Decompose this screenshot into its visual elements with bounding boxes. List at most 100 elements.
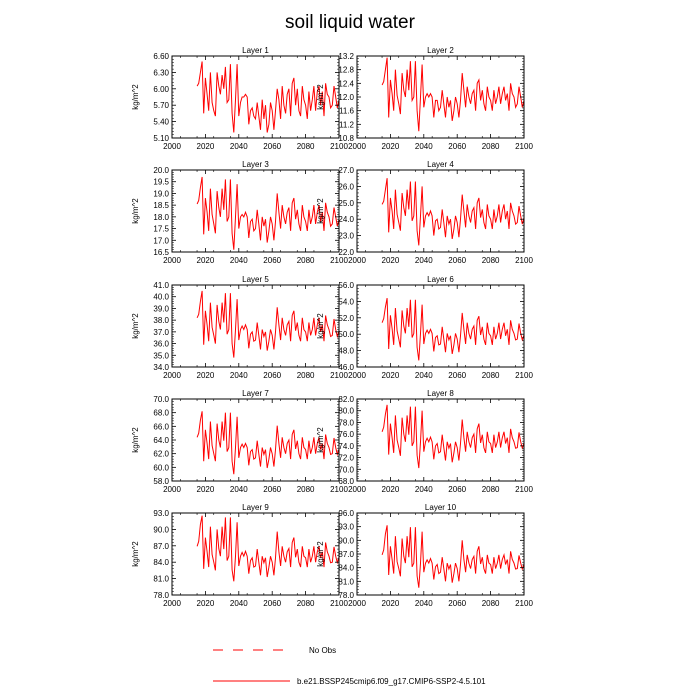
y-tick-label: 50.0 bbox=[338, 330, 354, 339]
y-tick-label: 66.0 bbox=[153, 422, 169, 431]
plot-frame bbox=[356, 169, 525, 253]
y-tick-label: 17.0 bbox=[153, 236, 169, 245]
y-axis-label: kg/m^2 bbox=[316, 84, 325, 110]
series-line-1 bbox=[381, 298, 525, 361]
y-tick-label: 81.0 bbox=[153, 575, 169, 584]
y-tick-label: 64.0 bbox=[153, 436, 169, 445]
x-tick-label: 2020 bbox=[382, 142, 400, 151]
x-tick-label: 2080 bbox=[482, 485, 500, 494]
x-tick-label: 2080 bbox=[297, 142, 315, 151]
panels-grid: Layer 1 2000 2020 2040 2060 2080 2100 5.10 5.40 5… bbox=[131, 46, 533, 608]
y-axis-label: kg/m^2 bbox=[316, 427, 325, 453]
x-tick-label: 2060 bbox=[263, 485, 281, 494]
x-tick-label: 2040 bbox=[230, 599, 248, 608]
y-tick-label: 19.0 bbox=[153, 189, 169, 198]
x-tick-label: 2060 bbox=[448, 142, 466, 151]
chart-panel-layer-1: Layer 1 2000 2020 2040 2060 2080 2100 5.10 5.40 5… bbox=[131, 46, 348, 151]
y-tick-label: 36.0 bbox=[153, 340, 169, 349]
panel-title: Layer 7 bbox=[242, 389, 269, 398]
y-tick-label: 68.0 bbox=[338, 477, 354, 486]
y-tick-label: 6.30 bbox=[153, 68, 169, 77]
y-tick-label: 78.0 bbox=[153, 591, 169, 600]
panel-title: Layer 2 bbox=[427, 46, 454, 55]
y-axis-label: kg/m^2 bbox=[131, 427, 140, 453]
y-tick-label: 46.0 bbox=[338, 363, 354, 372]
y-tick-label: 62.0 bbox=[153, 450, 169, 459]
plot-frame bbox=[171, 55, 340, 139]
series-line-1 bbox=[196, 411, 340, 475]
y-tick-label: 70.0 bbox=[338, 465, 354, 474]
y-tick-label: 5.70 bbox=[153, 101, 169, 110]
y-tick-label: 58.0 bbox=[153, 477, 169, 486]
series-line-1 bbox=[381, 525, 525, 588]
y-axis-label: kg/m^2 bbox=[316, 541, 325, 567]
legend-label: b.e21.BSSP245cmip6.f09_g17.CMIP6-SSP2-4.… bbox=[297, 677, 486, 686]
x-tick-label: 2020 bbox=[382, 599, 400, 608]
panel-title: Layer 3 bbox=[242, 160, 269, 169]
legend-label: No Obs bbox=[309, 646, 336, 655]
x-tick-label: 2080 bbox=[482, 371, 500, 380]
y-tick-label: 54.0 bbox=[338, 297, 354, 306]
x-tick-label: 2000 bbox=[348, 485, 366, 494]
x-tick-label: 2040 bbox=[230, 256, 248, 265]
y-tick-label: 34.0 bbox=[153, 363, 169, 372]
x-tick-label: 2100 bbox=[515, 142, 533, 151]
y-tick-label: 10.8 bbox=[338, 134, 354, 143]
x-tick-label: 2020 bbox=[382, 371, 400, 380]
y-tick-label: 93.0 bbox=[153, 509, 169, 518]
series-line-1 bbox=[196, 176, 340, 250]
x-tick-label: 2100 bbox=[515, 256, 533, 265]
panel-title: Layer 8 bbox=[427, 389, 454, 398]
plot-frame bbox=[171, 284, 340, 368]
y-tick-label: 81.0 bbox=[338, 577, 354, 586]
x-tick-label: 2040 bbox=[230, 142, 248, 151]
y-axis-label: kg/m^2 bbox=[131, 313, 140, 339]
x-tick-label: 2000 bbox=[163, 371, 181, 380]
x-tick-label: 2100 bbox=[330, 256, 348, 265]
y-tick-label: 5.10 bbox=[153, 134, 169, 143]
y-tick-label: 11.2 bbox=[339, 120, 355, 129]
plot-frame bbox=[356, 284, 525, 368]
y-tick-label: 87.0 bbox=[153, 542, 169, 551]
x-tick-label: 2080 bbox=[297, 371, 315, 380]
x-tick-label: 2100 bbox=[330, 371, 348, 380]
x-tick-label: 2060 bbox=[448, 599, 466, 608]
x-tick-label: 2080 bbox=[297, 256, 315, 265]
plot-frame bbox=[356, 55, 525, 139]
y-tick-label: 13.2 bbox=[338, 52, 354, 61]
panel-title: Layer 9 bbox=[242, 503, 269, 512]
x-tick-label: 2060 bbox=[263, 371, 281, 380]
y-tick-label: 18.0 bbox=[153, 213, 169, 222]
y-tick-label: 93.0 bbox=[338, 523, 354, 532]
y-tick-label: 37.0 bbox=[153, 328, 169, 337]
y-tick-label: 76.0 bbox=[338, 430, 354, 439]
y-tick-label: 12.0 bbox=[338, 93, 354, 102]
x-tick-label: 2040 bbox=[230, 485, 248, 494]
series-line-1 bbox=[381, 404, 525, 469]
y-tick-label: 40.0 bbox=[153, 293, 169, 302]
panel-title: Layer 5 bbox=[242, 275, 269, 284]
y-axis-label: kg/m^2 bbox=[131, 541, 140, 567]
x-tick-label: 2080 bbox=[482, 256, 500, 265]
x-tick-label: 2000 bbox=[163, 142, 181, 151]
y-tick-label: 11.6 bbox=[339, 107, 355, 116]
y-tick-label: 84.0 bbox=[338, 564, 354, 573]
series-line-1 bbox=[381, 57, 525, 132]
y-tick-label: 82.0 bbox=[338, 395, 354, 404]
x-tick-label: 2100 bbox=[515, 485, 533, 494]
y-tick-label: 24.0 bbox=[338, 215, 354, 224]
x-tick-label: 2000 bbox=[163, 256, 181, 265]
y-tick-label: 38.0 bbox=[153, 316, 169, 325]
panel-title: Layer 1 bbox=[242, 46, 269, 55]
y-tick-label: 25.0 bbox=[338, 199, 354, 208]
x-tick-label: 2100 bbox=[515, 599, 533, 608]
y-tick-label: 12.8 bbox=[338, 66, 354, 75]
x-tick-label: 2020 bbox=[197, 371, 215, 380]
x-tick-label: 2020 bbox=[197, 485, 215, 494]
x-tick-label: 2000 bbox=[348, 256, 366, 265]
x-tick-label: 2020 bbox=[197, 142, 215, 151]
plot-frame bbox=[171, 169, 340, 253]
y-tick-label: 19.5 bbox=[153, 178, 169, 187]
